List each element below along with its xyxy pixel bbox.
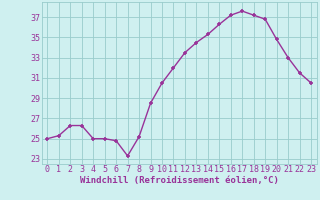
X-axis label: Windchill (Refroidissement éolien,°C): Windchill (Refroidissement éolien,°C)	[80, 176, 279, 185]
